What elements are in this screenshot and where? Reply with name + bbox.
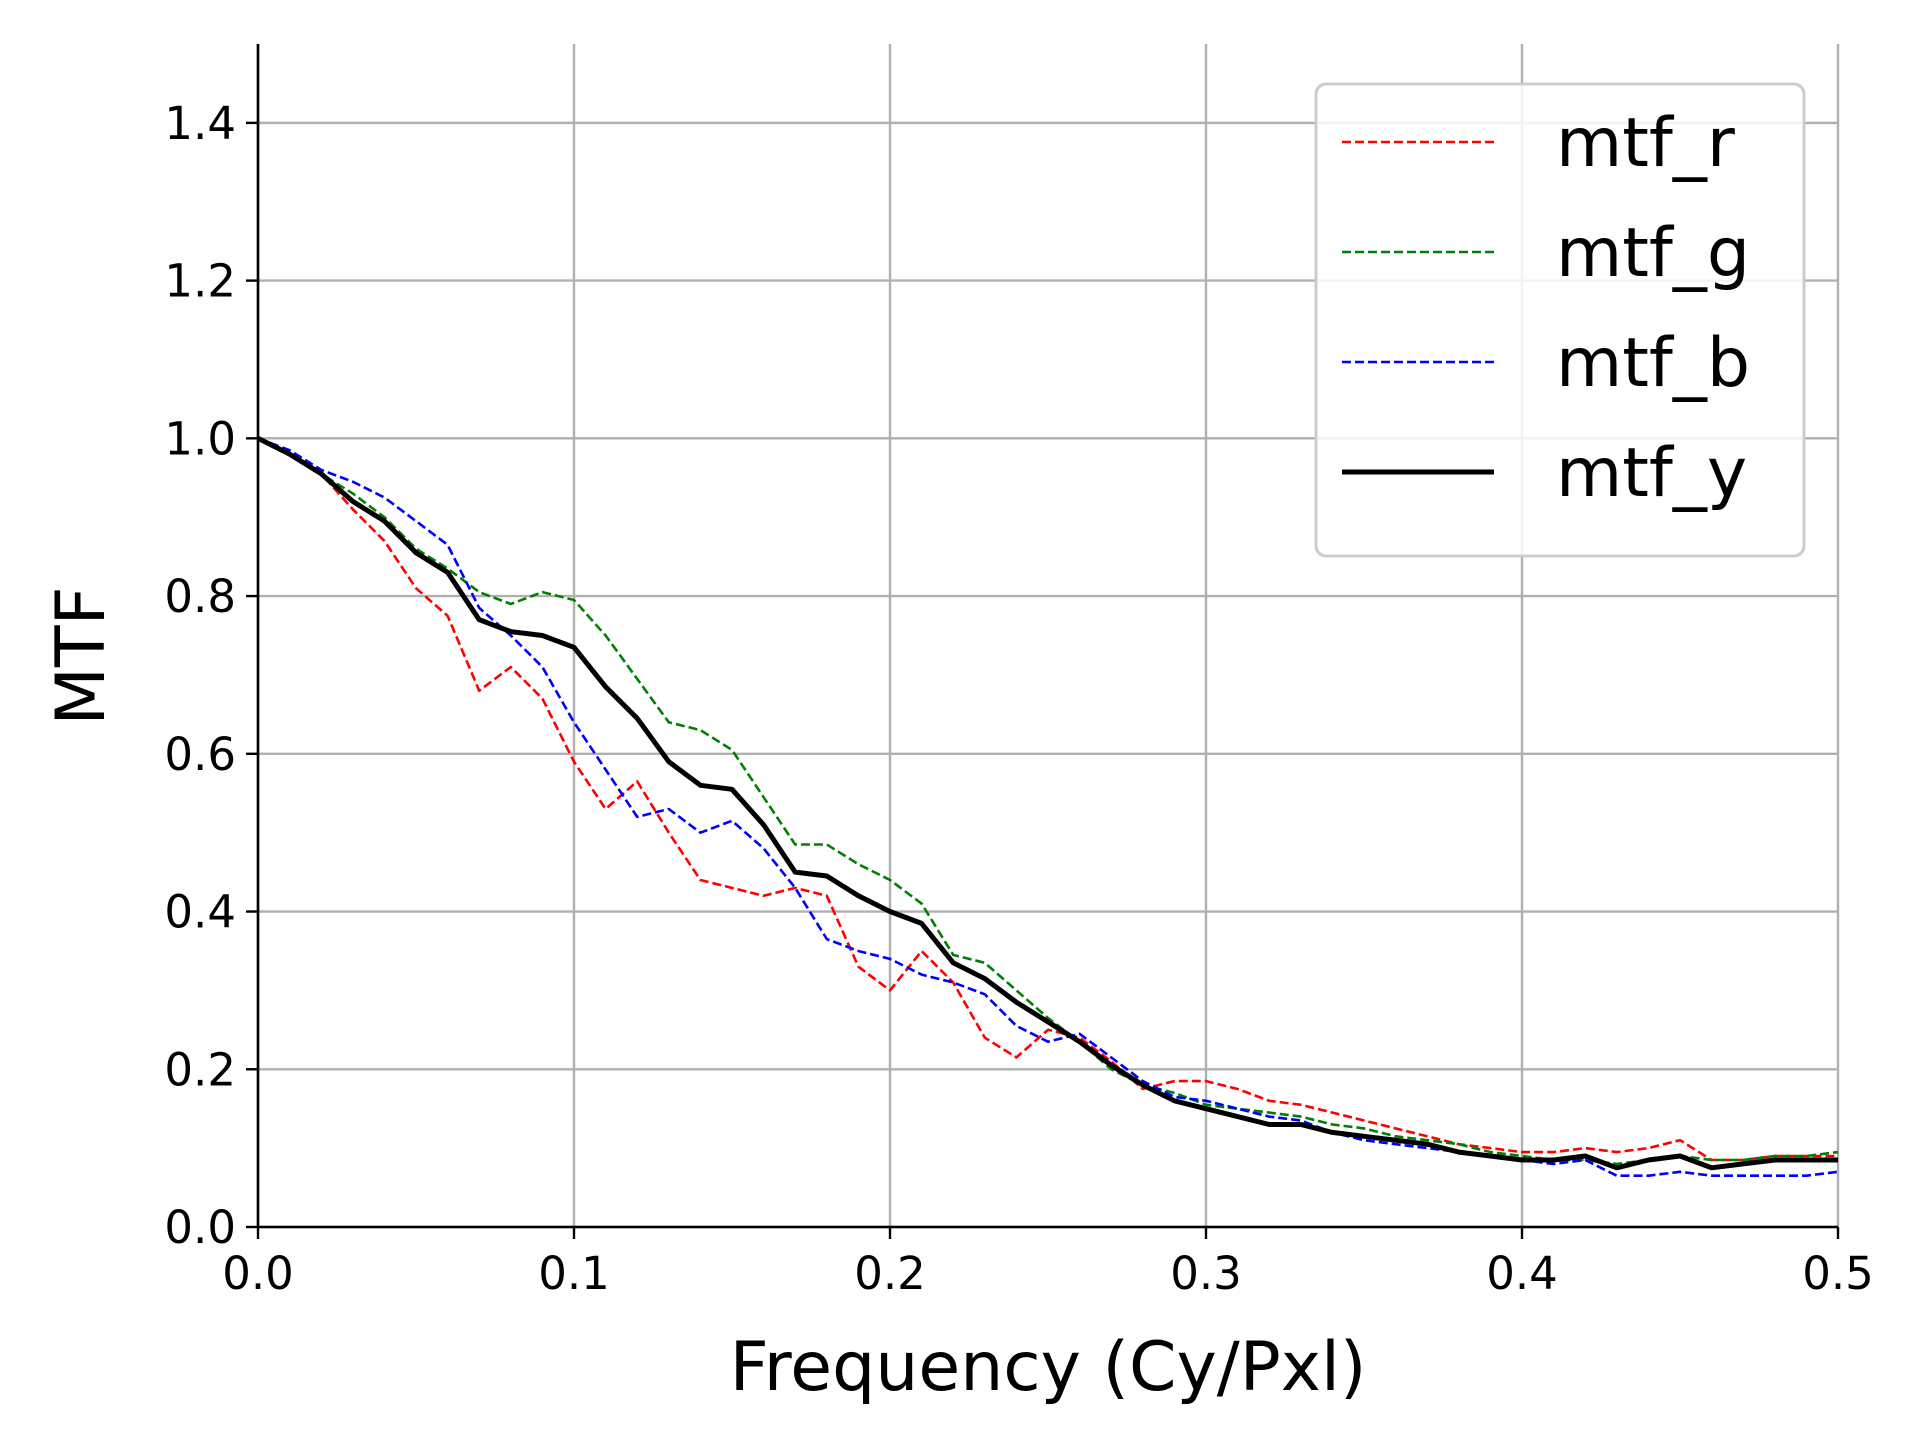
x-tick-label: 0.0 <box>222 1247 294 1300</box>
x-tick-label: 0.3 <box>1170 1247 1242 1300</box>
y-tick-label: 1.0 <box>164 412 236 465</box>
legend-label-mtf_g: mtf_g <box>1556 214 1750 293</box>
x-tick-label: 0.2 <box>854 1247 926 1300</box>
y-tick-label: 0.0 <box>164 1201 236 1254</box>
legend: mtf_r mtf_g mtf_b mtf_y <box>1314 82 1806 558</box>
axes-layer <box>256 44 1838 1229</box>
legend-label-mtf_b: mtf_b <box>1556 324 1750 403</box>
x-tick-label: 0.5 <box>1802 1247 1874 1300</box>
series-layer <box>256 436 1839 1177</box>
y-tick-label: 0.6 <box>164 728 236 781</box>
y-tick-label: 0.8 <box>164 570 236 623</box>
series-line-mtf_r <box>257 437 1838 1162</box>
legend-label-mtf_r: mtf_r <box>1556 104 1735 183</box>
x-tick-label: 0.4 <box>1486 1247 1558 1300</box>
series-line-mtf_y <box>256 436 1838 1171</box>
y-tick-label: 1.4 <box>164 97 236 150</box>
legend-label-mtf_y: mtf_y <box>1556 434 1747 513</box>
tick-layer: 0.0 0.1 0.2 0.3 0.4 0.5 0.0 0.2 0.4 0.6 0.8 1.0 1.2 1… <box>164 97 1873 1300</box>
x-tick-label: 0.1 <box>538 1247 610 1300</box>
y-tick-label: 1.2 <box>164 255 236 308</box>
x-axis-title: Frequency (Cy/Pxl) <box>730 1328 1367 1407</box>
y-tick-label: 0.4 <box>164 886 236 939</box>
y-tick-label: 0.2 <box>164 1043 236 1096</box>
series-line-mtf_b <box>257 437 1839 1177</box>
y-axis-title: MTF <box>42 586 121 725</box>
legend-entries: mtf_r mtf_g mtf_b mtf_y <box>1342 104 1750 513</box>
legend-frame <box>1314 82 1806 558</box>
